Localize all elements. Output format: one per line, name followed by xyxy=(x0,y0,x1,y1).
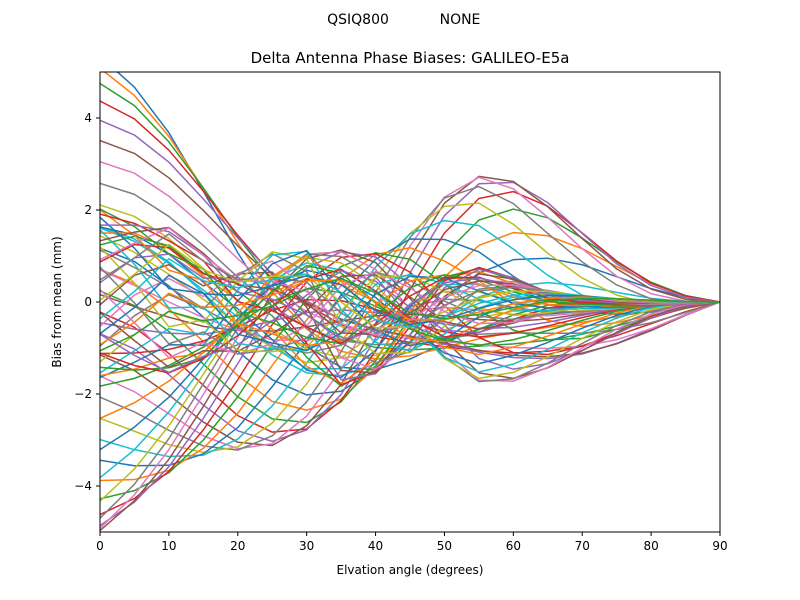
x-tick-label: 0 xyxy=(96,539,104,553)
x-tick-label: 50 xyxy=(437,539,452,553)
series-line xyxy=(100,249,720,532)
y-tick-label: −4 xyxy=(74,479,92,493)
series-line xyxy=(100,226,720,379)
series-line xyxy=(100,185,720,451)
chart-title: Delta Antenna Phase Biases: GALILEO-E5a xyxy=(251,49,570,67)
y-tick-label: 4 xyxy=(84,111,92,125)
x-tick-label: 20 xyxy=(230,539,245,553)
series-line xyxy=(100,139,720,358)
y-tick-label: 2 xyxy=(84,203,92,217)
series-line xyxy=(100,238,720,467)
x-tick-label: 60 xyxy=(506,539,521,553)
series-line xyxy=(100,251,720,529)
suptitle-radome: NONE xyxy=(440,12,481,28)
x-axis-label: Elvation angle (degrees) xyxy=(337,563,484,577)
y-axis: −4 −2 0 2 4 xyxy=(74,111,100,493)
x-tick-label: 90 xyxy=(712,539,727,553)
x-axis: 0 10 20 30 40 50 60 70 80 90 xyxy=(96,532,728,553)
y-axis-label: Bias from mean (mm) xyxy=(50,236,64,367)
series-line xyxy=(100,176,720,450)
series-line xyxy=(100,256,720,502)
series-line xyxy=(100,277,720,352)
x-tick-label: 40 xyxy=(368,539,383,553)
y-tick-label: 0 xyxy=(84,295,92,309)
series-line xyxy=(100,251,720,527)
x-tick-label: 70 xyxy=(575,539,590,553)
x-tick-label: 10 xyxy=(161,539,176,553)
y-tick-label: −2 xyxy=(74,387,92,401)
x-tick-label: 30 xyxy=(299,539,314,553)
suptitle-station: QSIQ800 xyxy=(327,12,389,28)
series-line xyxy=(100,298,720,355)
series-line xyxy=(100,175,720,447)
x-tick-label: 80 xyxy=(643,539,658,553)
series-line xyxy=(100,246,720,482)
plot-series xyxy=(100,72,720,532)
